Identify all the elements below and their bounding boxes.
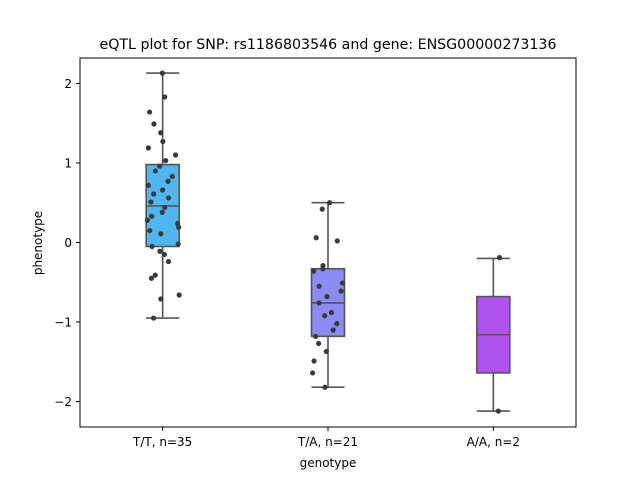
data-point bbox=[316, 283, 322, 289]
y-tick-label: 1 bbox=[64, 156, 72, 170]
data-point bbox=[160, 138, 166, 145]
y-axis: 2 1 0 −1 −2 bbox=[54, 77, 80, 409]
data-point bbox=[152, 168, 158, 174]
data-point bbox=[176, 292, 182, 298]
data-point bbox=[158, 296, 164, 302]
data-point bbox=[148, 275, 155, 281]
data-point bbox=[338, 288, 344, 294]
plot-area bbox=[144, 70, 511, 414]
data-point bbox=[320, 266, 326, 272]
data-point bbox=[144, 217, 150, 223]
data-point bbox=[165, 195, 172, 201]
data-point bbox=[145, 182, 151, 188]
data-point bbox=[157, 248, 163, 254]
data-point bbox=[159, 209, 165, 215]
data-point bbox=[162, 94, 168, 100]
data-point bbox=[172, 152, 179, 158]
data-point bbox=[165, 258, 172, 265]
data-point bbox=[496, 255, 503, 261]
data-point bbox=[152, 272, 158, 278]
x-tick-label: A/A, n=2 bbox=[467, 435, 520, 449]
x-axis-label: genotype bbox=[300, 456, 357, 470]
data-point bbox=[495, 408, 501, 414]
data-point bbox=[148, 199, 154, 205]
data-point bbox=[176, 224, 182, 230]
data-point bbox=[175, 241, 181, 247]
x-tick-label: T/T, n=35 bbox=[132, 435, 192, 449]
x-tick-label: T/A, n=21 bbox=[297, 435, 358, 449]
data-point bbox=[147, 227, 153, 234]
y-tick-label: 0 bbox=[64, 236, 72, 250]
data-point bbox=[158, 231, 164, 237]
data-point bbox=[322, 313, 328, 319]
y-tick-label: −1 bbox=[54, 316, 72, 330]
data-point bbox=[145, 145, 151, 151]
data-point bbox=[163, 157, 169, 164]
data-point bbox=[313, 235, 319, 241]
data-point bbox=[310, 370, 316, 376]
data-point bbox=[150, 315, 157, 321]
data-point bbox=[165, 178, 171, 184]
x-axis: T/T, n=35 T/A, n=21 A/A, n=2 bbox=[132, 427, 520, 449]
data-point bbox=[151, 191, 157, 197]
data-point bbox=[322, 384, 328, 390]
data-point bbox=[160, 187, 166, 193]
chart-title: eQTL plot for SNP: rs1186803546 and gene… bbox=[100, 37, 557, 53]
data-point bbox=[334, 321, 340, 327]
data-point bbox=[311, 358, 317, 364]
data-point bbox=[319, 206, 325, 212]
box-group-3 bbox=[476, 255, 511, 414]
data-point bbox=[313, 333, 319, 339]
data-point bbox=[151, 121, 157, 127]
data-point bbox=[324, 293, 330, 300]
y-tick-label: −2 bbox=[54, 395, 72, 409]
data-point bbox=[326, 200, 333, 206]
data-point bbox=[149, 213, 155, 219]
data-point bbox=[311, 268, 317, 274]
data-point bbox=[161, 251, 167, 258]
data-point bbox=[162, 204, 168, 211]
data-point bbox=[174, 220, 181, 227]
data-point bbox=[158, 130, 164, 136]
y-tick-label: 2 bbox=[64, 77, 72, 91]
data-point bbox=[146, 109, 153, 115]
data-point bbox=[316, 340, 322, 347]
box-group-2 bbox=[310, 200, 346, 390]
data-point bbox=[316, 300, 322, 306]
data-point bbox=[323, 348, 329, 355]
y-axis-label: phenotype bbox=[31, 211, 45, 275]
data-point bbox=[149, 243, 155, 250]
data-point bbox=[330, 327, 336, 333]
data-point bbox=[334, 238, 340, 244]
data-point bbox=[157, 163, 163, 169]
data-point bbox=[159, 70, 165, 76]
data-point bbox=[339, 280, 346, 286]
data-point bbox=[328, 309, 335, 316]
box-group-1 bbox=[144, 70, 182, 321]
data-point bbox=[169, 173, 175, 180]
